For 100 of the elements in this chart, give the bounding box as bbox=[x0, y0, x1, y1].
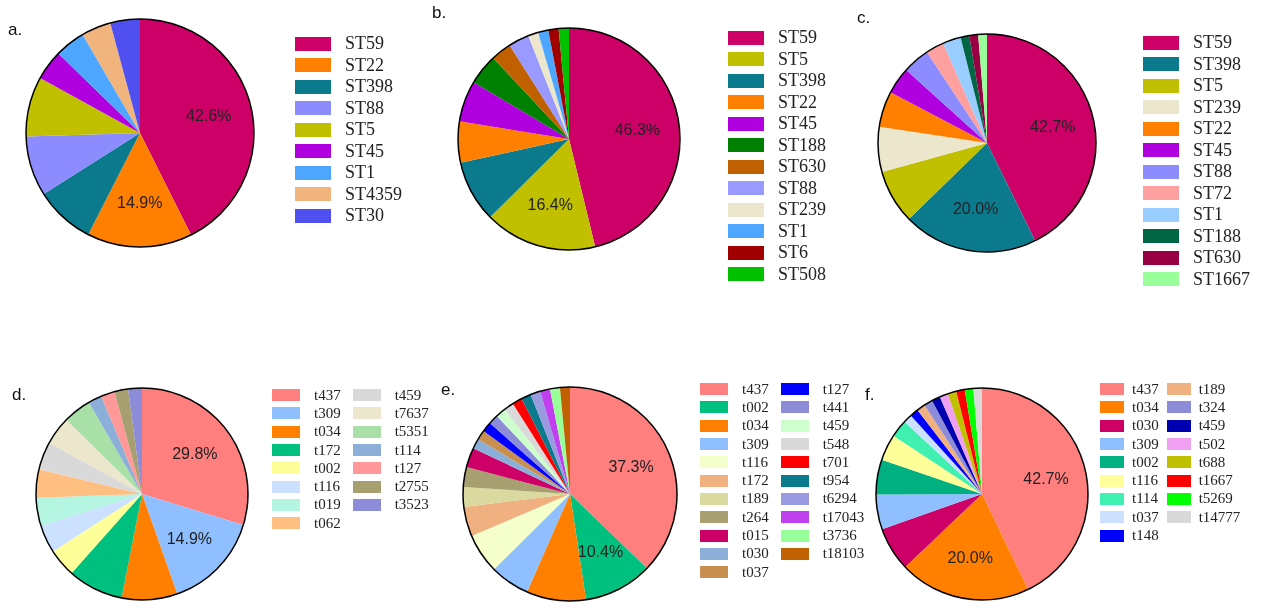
legend-label: t189 bbox=[1198, 380, 1226, 398]
data-label: 16.4% bbox=[527, 195, 573, 213]
legend-label: ST5 bbox=[778, 48, 809, 70]
legend-label: ST239 bbox=[778, 199, 827, 221]
legend-label: ST88 bbox=[1193, 161, 1233, 183]
legend-label: ST59 bbox=[345, 33, 385, 55]
legend-label: t548 bbox=[822, 435, 850, 453]
legend-label: t5351 bbox=[394, 423, 429, 441]
legend-label: t324 bbox=[1198, 398, 1226, 416]
legend-label: ST30 bbox=[345, 205, 385, 227]
legend-label: t034 bbox=[1132, 398, 1159, 416]
legend-label: t148 bbox=[1132, 527, 1159, 545]
legend-label: ST398 bbox=[778, 70, 827, 92]
legend-label: t034 bbox=[742, 417, 769, 435]
legend-label: ST45 bbox=[345, 140, 385, 162]
legend-label: ST630 bbox=[1193, 247, 1242, 269]
legend-label: t6294 bbox=[822, 490, 857, 508]
legend-label: ST630 bbox=[778, 156, 827, 178]
legend-label: t015 bbox=[742, 527, 769, 545]
legend-label: t189 bbox=[742, 490, 769, 508]
data-label: 14.9% bbox=[166, 529, 213, 547]
data-label: 14.9% bbox=[117, 194, 163, 212]
legend-label: t172 bbox=[742, 472, 769, 490]
chart-title: c. bbox=[857, 8, 871, 28]
legend-label: t116 bbox=[742, 453, 769, 471]
legend-label: ST88 bbox=[345, 97, 385, 119]
legend-label: t3523 bbox=[394, 496, 429, 514]
legend-label: t459 bbox=[1198, 417, 1226, 435]
legend-label: t019 bbox=[314, 496, 341, 514]
legend-label: ST1 bbox=[345, 162, 376, 184]
legend-label: t034 bbox=[314, 423, 341, 441]
chart-title: d. bbox=[12, 385, 27, 405]
legend-label: t2755 bbox=[394, 478, 429, 496]
legend-label: ST1667 bbox=[1193, 268, 1251, 290]
legend-label: ST22 bbox=[778, 91, 818, 113]
legend-label: ST398 bbox=[345, 76, 394, 98]
legend-label: t502 bbox=[1198, 435, 1226, 453]
legend-label: ST5 bbox=[345, 119, 376, 141]
legend-label: t7637 bbox=[394, 404, 429, 422]
legend-label: ST1 bbox=[1193, 204, 1224, 226]
legend-label: t441 bbox=[822, 398, 850, 416]
legend-label: ST1 bbox=[778, 220, 809, 242]
legend-label: t062 bbox=[314, 514, 341, 532]
legend-label: ST88 bbox=[778, 177, 818, 199]
legend-label: t437 bbox=[1132, 380, 1159, 398]
chart-title: b. bbox=[432, 3, 447, 23]
legend-label: t14777 bbox=[1198, 508, 1241, 526]
legend-label: t264 bbox=[742, 508, 769, 526]
chart-title: a. bbox=[8, 20, 23, 40]
chart-title: e. bbox=[441, 380, 456, 400]
legend-label: t688 bbox=[1198, 453, 1226, 471]
data-label: 29.8% bbox=[172, 445, 218, 463]
legend-label: ST508 bbox=[778, 263, 827, 285]
chart-title: f. bbox=[865, 385, 875, 405]
data-label: 37.3% bbox=[608, 458, 654, 476]
data-label: 42.7% bbox=[1023, 469, 1069, 487]
legend-label: t459 bbox=[394, 386, 422, 404]
data-label: 42.7% bbox=[1030, 118, 1076, 136]
legend-label: ST188 bbox=[1193, 225, 1242, 247]
legend-label: t114 bbox=[394, 441, 421, 459]
legend-label: ST45 bbox=[778, 113, 818, 135]
data-label: 42.6% bbox=[186, 107, 232, 125]
data-label: 10.4% bbox=[577, 543, 624, 561]
legend-label: t437 bbox=[314, 386, 341, 404]
legend-label: t1667 bbox=[1198, 472, 1233, 490]
legend-label: ST45 bbox=[1193, 139, 1233, 161]
legend-label: t3736 bbox=[822, 527, 857, 545]
legend-label: ST22 bbox=[345, 54, 385, 76]
data-label: 20.0% bbox=[947, 549, 993, 567]
legend-label: t954 bbox=[822, 472, 850, 490]
legend-label: t701 bbox=[822, 453, 850, 471]
legend-label: t17043 bbox=[822, 508, 865, 526]
legend-label: t114 bbox=[1132, 490, 1159, 508]
legend-label: t437 bbox=[742, 380, 769, 398]
legend-label: t002 bbox=[314, 459, 341, 477]
legend-label: t309 bbox=[1132, 435, 1159, 453]
legend-label: t037 bbox=[742, 563, 769, 581]
legend-label: ST398 bbox=[1193, 53, 1242, 75]
legend-label: t459 bbox=[822, 417, 850, 435]
legend-label: t037 bbox=[1132, 508, 1159, 526]
legend-label: t5269 bbox=[1198, 490, 1233, 508]
legend-label: t18103 bbox=[822, 545, 865, 563]
legend-label: t030 bbox=[742, 545, 769, 563]
legend-label: t127 bbox=[394, 459, 422, 477]
data-label: 20.0% bbox=[952, 200, 999, 218]
legend-label: ST239 bbox=[1193, 96, 1242, 118]
legend-label: ST72 bbox=[1193, 182, 1233, 204]
legend-label: t030 bbox=[1132, 417, 1159, 435]
legend-label: ST6 bbox=[778, 242, 809, 264]
data-label: 46.3% bbox=[614, 121, 661, 139]
legend-label: ST22 bbox=[1193, 118, 1233, 140]
legend-label: t127 bbox=[822, 380, 850, 398]
legend-label: t116 bbox=[314, 478, 341, 496]
legend-label: ST59 bbox=[1193, 32, 1233, 54]
legend-label: t309 bbox=[314, 404, 341, 422]
legend-label: ST188 bbox=[778, 134, 827, 156]
legend-label: t309 bbox=[742, 435, 769, 453]
legend-label: ST5 bbox=[1193, 75, 1224, 97]
legend-label: t116 bbox=[1132, 472, 1159, 490]
legend-label: ST4359 bbox=[345, 183, 403, 205]
